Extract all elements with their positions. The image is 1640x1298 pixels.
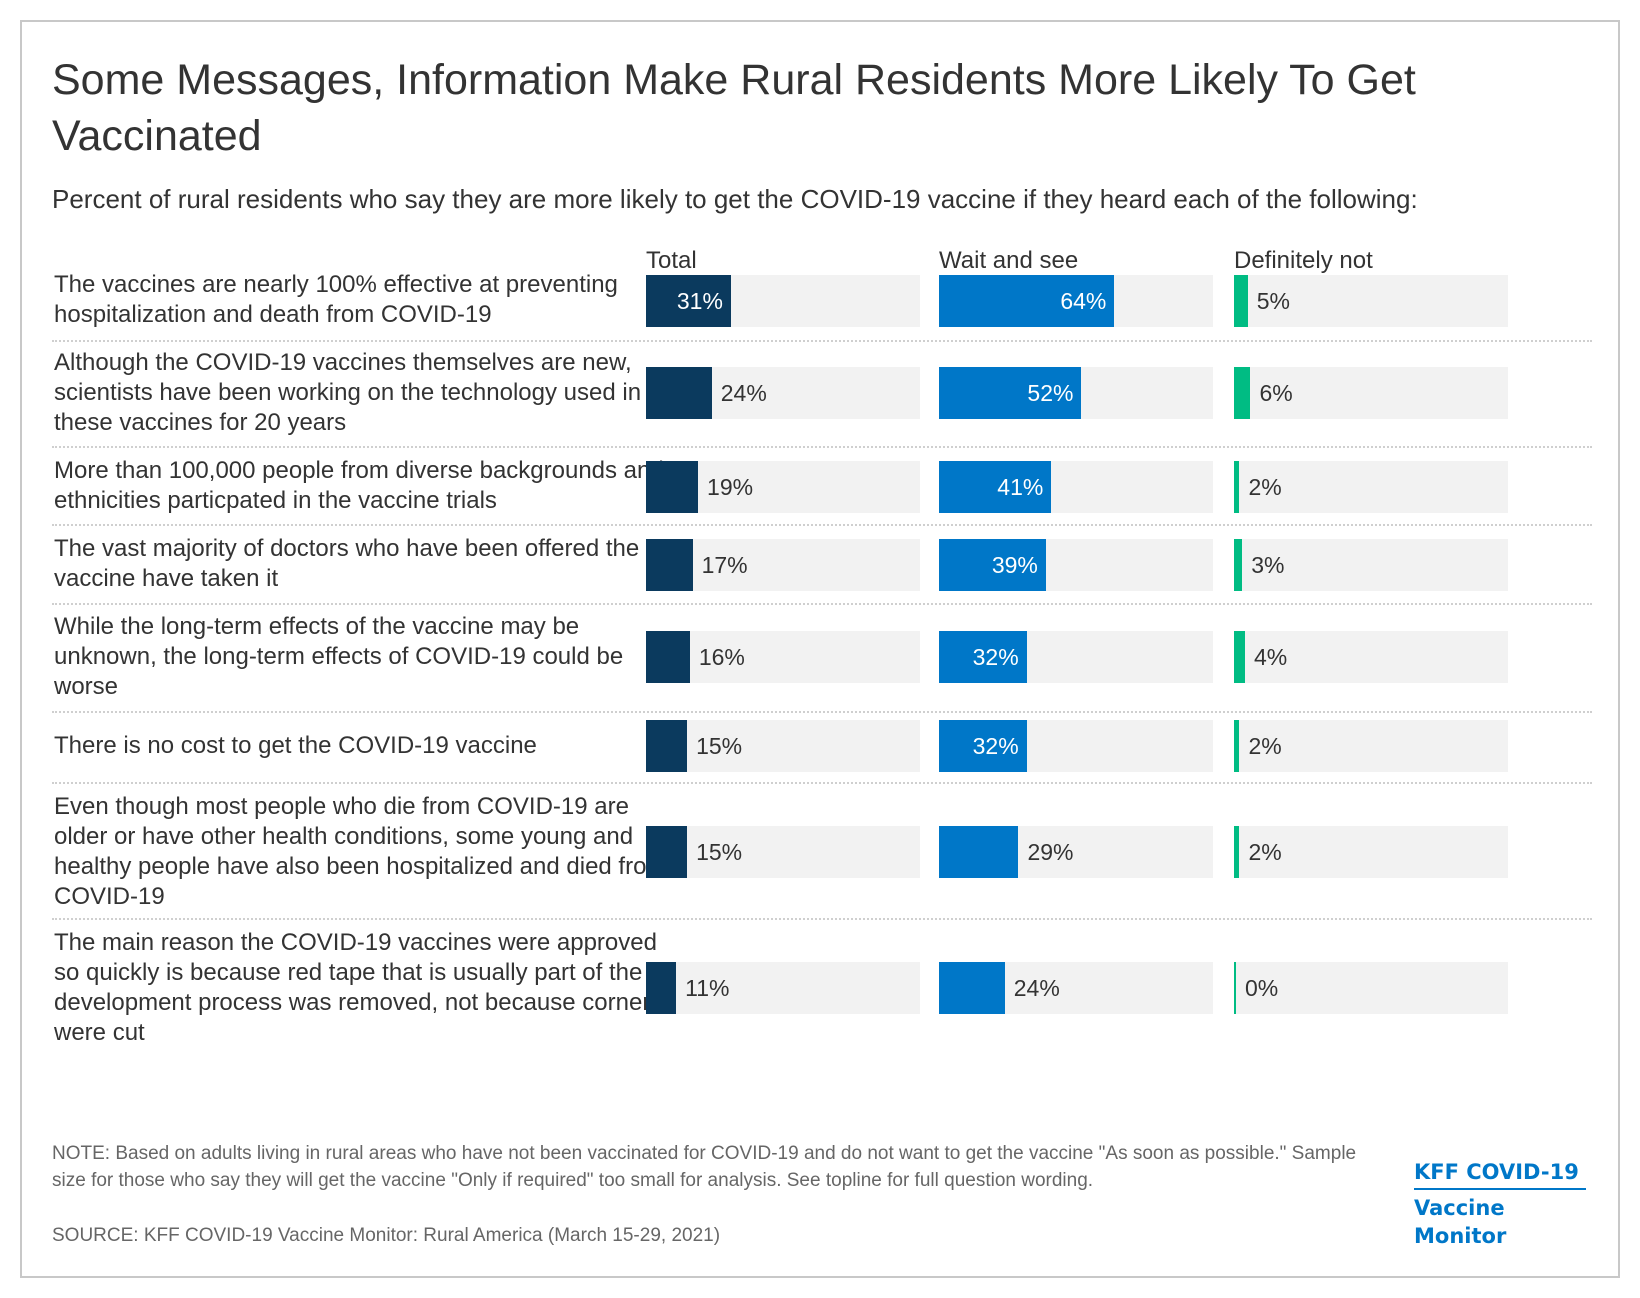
data-label: 2%	[1248, 733, 1282, 759]
bar-track	[1234, 275, 1508, 327]
bar	[646, 962, 677, 1014]
data-label: 11%	[685, 975, 730, 1001]
bar	[646, 631, 690, 683]
data-label: 15%	[696, 733, 743, 759]
kff-logo: KFF COVID-19 Vaccine Monitor	[1414, 1158, 1594, 1250]
column-header-0: Total	[646, 247, 697, 274]
row-label: There is no cost to get the COVID-19 vac…	[54, 732, 537, 759]
data-label: 24%	[1013, 975, 1060, 1001]
data-label: 19%	[707, 474, 754, 500]
row-label: The main reason the COVID-19 vaccines we…	[54, 929, 663, 1046]
data-label: 6%	[1259, 380, 1293, 406]
data-label: 17%	[701, 552, 748, 578]
bar	[939, 461, 1052, 513]
bar-track	[1234, 367, 1508, 419]
logo-line-1: KFF COVID-19	[1414, 1160, 1579, 1184]
bar	[1234, 720, 1240, 772]
row-divider	[52, 446, 1592, 448]
row-label: While the long-term effects of the vacci…	[54, 613, 624, 700]
bar	[1234, 367, 1251, 419]
row-divider	[52, 524, 1592, 526]
row-label: The vast majority of doctors who have be…	[54, 535, 640, 592]
bar	[939, 962, 1005, 1014]
bar-track	[646, 962, 920, 1014]
data-label: 2%	[1248, 839, 1282, 865]
bar	[939, 720, 1027, 772]
bar	[1234, 631, 1245, 683]
bar-track	[646, 826, 920, 878]
bar-track	[646, 720, 920, 772]
data-label: 0%	[1245, 975, 1279, 1001]
data-label: 15%	[696, 839, 743, 865]
data-label: 52%	[1027, 380, 1074, 406]
row-divider	[52, 782, 1592, 784]
row-label: Even though most people who die from COV…	[54, 793, 667, 910]
row-label: Although the COVID-19 vaccines themselve…	[54, 349, 642, 436]
row-divider	[52, 340, 1592, 342]
bar-track	[1234, 539, 1508, 591]
bar	[1234, 275, 1248, 327]
logo-rule	[1414, 1188, 1586, 1190]
bar	[939, 367, 1082, 419]
chart-source: SOURCE: KFF COVID-19 Vaccine Monitor: Ru…	[52, 1225, 721, 1246]
bar	[646, 367, 712, 419]
chart-subtitle: Percent of rural residents who say they …	[52, 184, 1418, 214]
data-label: 24%	[720, 380, 767, 406]
data-label: 41%	[997, 474, 1044, 500]
bar-track	[646, 631, 920, 683]
bar-track	[1234, 631, 1508, 683]
row-divider	[52, 711, 1592, 713]
bar	[646, 275, 731, 327]
row-divider	[52, 603, 1592, 605]
data-label: 31%	[676, 288, 723, 314]
data-label: 16%	[698, 644, 745, 670]
bar-track	[1234, 720, 1508, 772]
data-label: 29%	[1027, 839, 1074, 865]
bar-track	[1234, 461, 1508, 513]
bar	[1234, 539, 1243, 591]
data-label: 5%	[1256, 288, 1290, 314]
data-label: 2%	[1248, 474, 1282, 500]
data-label: 32%	[972, 733, 1019, 759]
row-label: The vaccines are nearly 100% effective a…	[54, 271, 618, 328]
bar-track	[1234, 826, 1508, 878]
column-header-2: Definitely not	[1234, 247, 1373, 274]
bar-track	[1234, 962, 1508, 1014]
bar	[1234, 461, 1240, 513]
chart-title: Some Messages, Information Make Rural Re…	[52, 56, 1416, 160]
data-label: 32%	[972, 644, 1019, 670]
data-label: 4%	[1253, 644, 1288, 670]
row-label: More than 100,000 people from diverse ba…	[54, 457, 664, 514]
bar	[939, 826, 1019, 878]
bar	[646, 826, 688, 878]
logo-line-2: Vaccine Monitor	[1414, 1196, 1507, 1248]
bar	[646, 720, 688, 772]
bar	[939, 539, 1046, 591]
bar	[939, 631, 1027, 683]
chart-note: NOTE: Based on adults living in rural ar…	[52, 1143, 1357, 1191]
data-label: 39%	[991, 552, 1038, 578]
row-divider	[52, 918, 1592, 920]
bar	[646, 461, 699, 513]
data-label: 64%	[1060, 288, 1107, 314]
bar	[939, 275, 1115, 327]
bar	[646, 539, 693, 591]
data-label: 3%	[1251, 552, 1285, 578]
bar	[1234, 826, 1240, 878]
bar	[1234, 962, 1236, 1014]
column-header-1: Wait and see	[939, 247, 1079, 274]
